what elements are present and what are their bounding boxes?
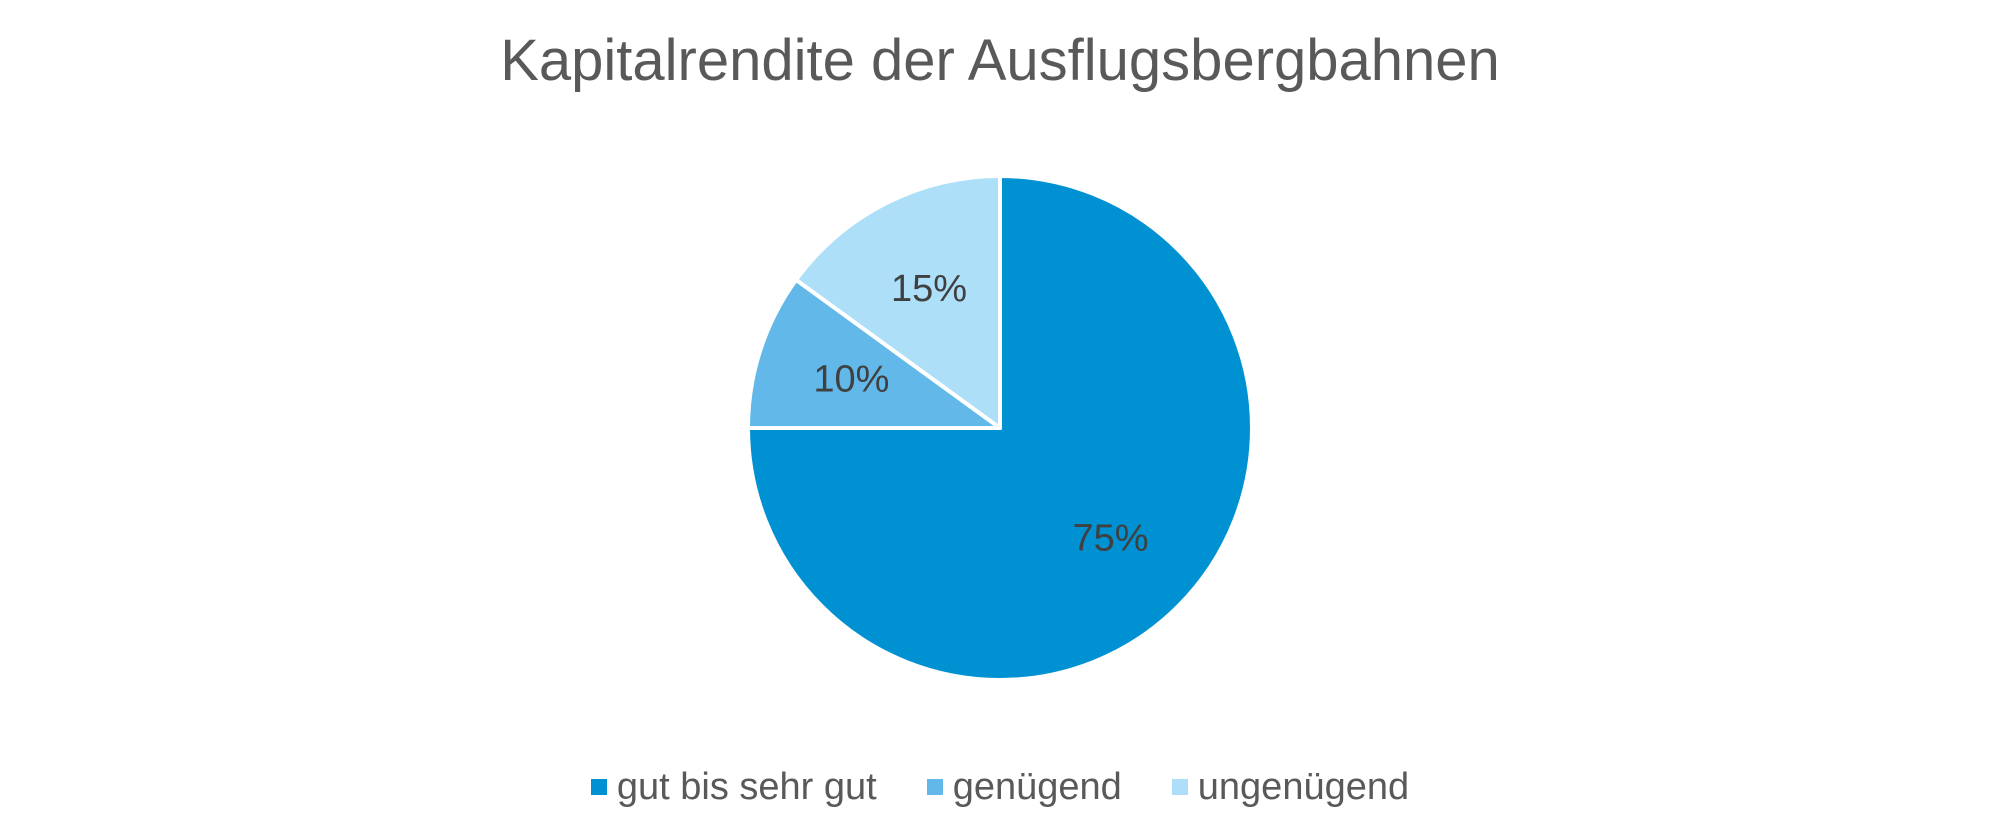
legend-item-genuegend: genügend: [926, 763, 1122, 811]
legend-swatch: [1171, 779, 1188, 795]
pie-data-label-1: 10%: [813, 359, 889, 401]
pie-slice-2: [794, 174, 1002, 430]
chart-title: Kapitalrendite der Ausflugsbergbahnen: [500, 28, 1500, 93]
legend-label: genügend: [952, 766, 1122, 808]
legend-item-gut-bis-sehr-gut: gut bis sehr gut: [590, 763, 877, 811]
pie-slice-1: [746, 277, 1002, 430]
pie-data-labels: 75% 10% 15%: [813, 268, 1148, 560]
legend-swatch: [926, 779, 943, 795]
legend-swatch: [590, 779, 607, 795]
pie-data-label-2: 15%: [891, 268, 967, 310]
legend-label: ungenügend: [1197, 766, 1410, 808]
legend-label: gut bis sehr gut: [616, 766, 877, 808]
pie-data-label-0: 75%: [1072, 517, 1148, 559]
pie-slices: [746, 174, 1254, 682]
legend-item-ungenuegend: ungenügend: [1171, 763, 1410, 811]
legend: gut bis sehr gut genügend ungenügend: [0, 763, 2000, 811]
